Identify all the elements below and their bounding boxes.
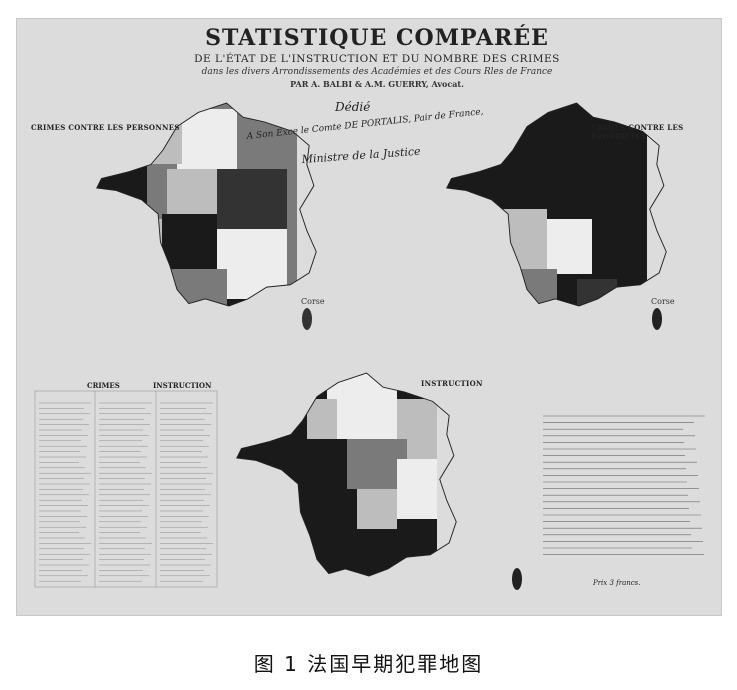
map-label-personnes: CRIMES CONTRE LES PERSONNES (31, 123, 180, 132)
table-head-crimes: CRIMES (87, 381, 120, 390)
plate-title: STATISTIQUE COMPARÉE (205, 25, 549, 51)
map-artwork: Dédié A Son Exce le Comte DE PORTALIS, P… (34, 100, 667, 590)
map-crimes-personnes (96, 102, 317, 330)
dedication-line3: Ministre de la Justice (300, 145, 421, 166)
table-head-instruction: INSTRUCTION (153, 381, 212, 390)
plate-subtitle: DE L'ÉTAT DE L'INSTRUCTION ET DU NOMBRE … (194, 53, 560, 65)
map-instruction (236, 372, 522, 590)
figure-caption: 图 1 法国早期犯罪地图 (253, 652, 484, 676)
map-label-instruction: INSTRUCTION (421, 379, 483, 388)
corse-label-2: Corse (651, 297, 675, 306)
map-plate: Dédié A Son Exce le Comte DE PORTALIS, P… (16, 18, 722, 616)
price-label: Prix 3 francs. (593, 579, 641, 587)
plate-authors: PAR A. BALBI & A.M. GUERRY, Avocat. (290, 79, 464, 89)
plate-subtitle2: dans les divers Arrondissements des Acad… (201, 67, 553, 77)
map-label-proprietes: CRIMES CONTRE LES PROPRIÉTÉS (591, 123, 684, 141)
data-tables (34, 390, 218, 588)
notes-text-lines (543, 415, 705, 555)
table-lines (39, 402, 213, 582)
dedication-dedie: Dédié (334, 100, 370, 114)
corse-label-1: Corse (301, 297, 325, 306)
